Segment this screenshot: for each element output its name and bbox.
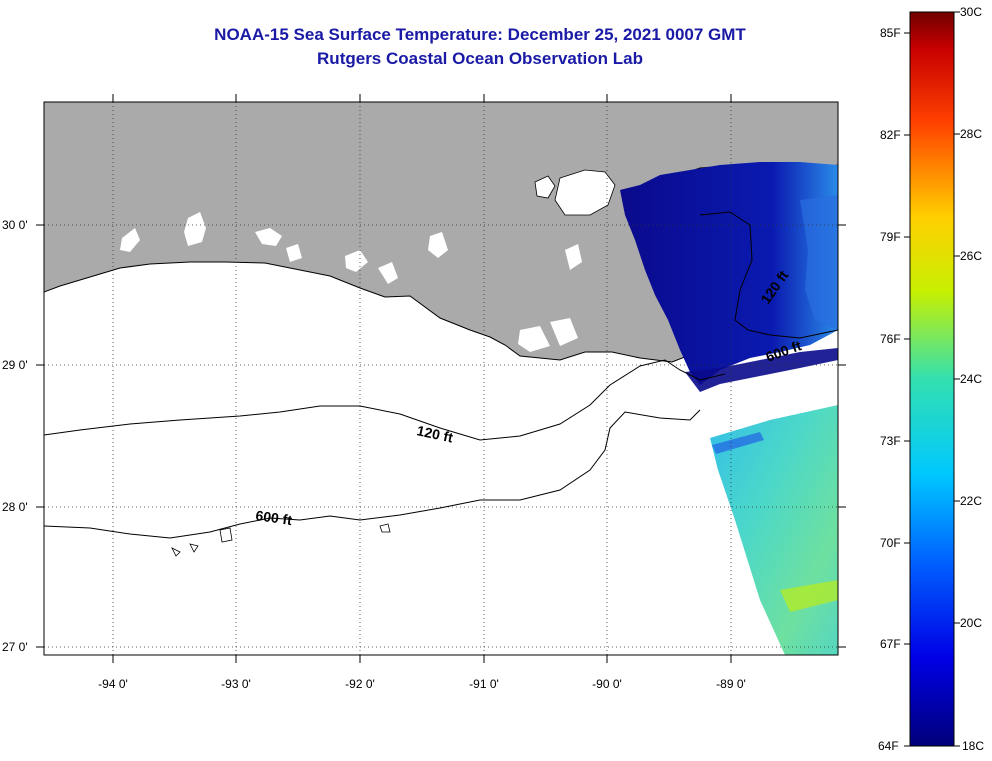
contour-120ft-east [699,211,838,339]
colorbar-c-label: 22C [960,494,982,508]
lake [565,244,582,270]
colorbar-f-label: 73F [880,434,901,448]
sst-cold-region [620,162,838,385]
lake [518,326,550,352]
lon-label: -91 0' [469,677,499,691]
lake [286,244,302,262]
map-title: NOAA-15 Sea Surface Temperature: Decembe… [214,25,746,44]
lon-label: -94 0' [98,677,128,691]
colorbar-f-label: 79F [880,230,901,244]
colorbar-ticks [904,11,960,747]
map-frame [43,101,839,656]
colorbar-f-label: 67F [880,637,901,651]
lat-label: 27 0' [2,640,28,654]
sst-swath-cold-streak [712,432,764,454]
colorbar-c-label: 18C [962,739,984,753]
colorbar-f-label: 85F [880,26,901,40]
lon-label: -90 0' [592,677,622,691]
colorbar-f-label: 70F [880,536,901,550]
lat-label: 29 0' [2,358,28,372]
lake [120,228,140,252]
colorbar-c-label: 28C [960,127,982,141]
lake [554,169,616,216]
colorbar-f-label: 76F [880,332,901,346]
contour-120ft [44,359,726,441]
sst-swath-warm-streak [780,580,838,612]
lon-label: -93 0' [221,677,251,691]
lake [534,175,556,199]
lake [378,262,398,284]
colorbar-c-label: 30C [960,5,982,19]
colorbar-c-label: 20C [960,616,982,630]
sst-cold-region [800,195,838,330]
lake [184,212,206,246]
colorbar [909,11,955,747]
lake [428,232,448,258]
lon-label: -92 0' [345,677,375,691]
map-subtitle: Rutgers Coastal Ocean Observation Lab [317,49,643,68]
contour-600ft [44,409,701,539]
sst-cold-region [685,348,838,392]
contour-label: 600 ft [255,507,294,528]
colorbar-f-label: 64F [878,739,899,753]
bathymetry-islands [171,523,391,557]
lat-label: 30 0' [2,218,28,232]
contour-label: 120 ft [415,422,454,445]
colorbar-f-label: 82F [880,128,901,142]
colorbar-c-label: 26C [960,249,982,263]
lake [255,228,282,246]
colorbar-c-label: 24C [960,372,982,386]
frame-ticks [36,94,846,663]
lat-label: 28 0' [2,500,28,514]
lake [550,318,578,346]
lake [345,250,368,272]
lon-label: -89 0' [716,677,746,691]
graticule [44,102,838,655]
